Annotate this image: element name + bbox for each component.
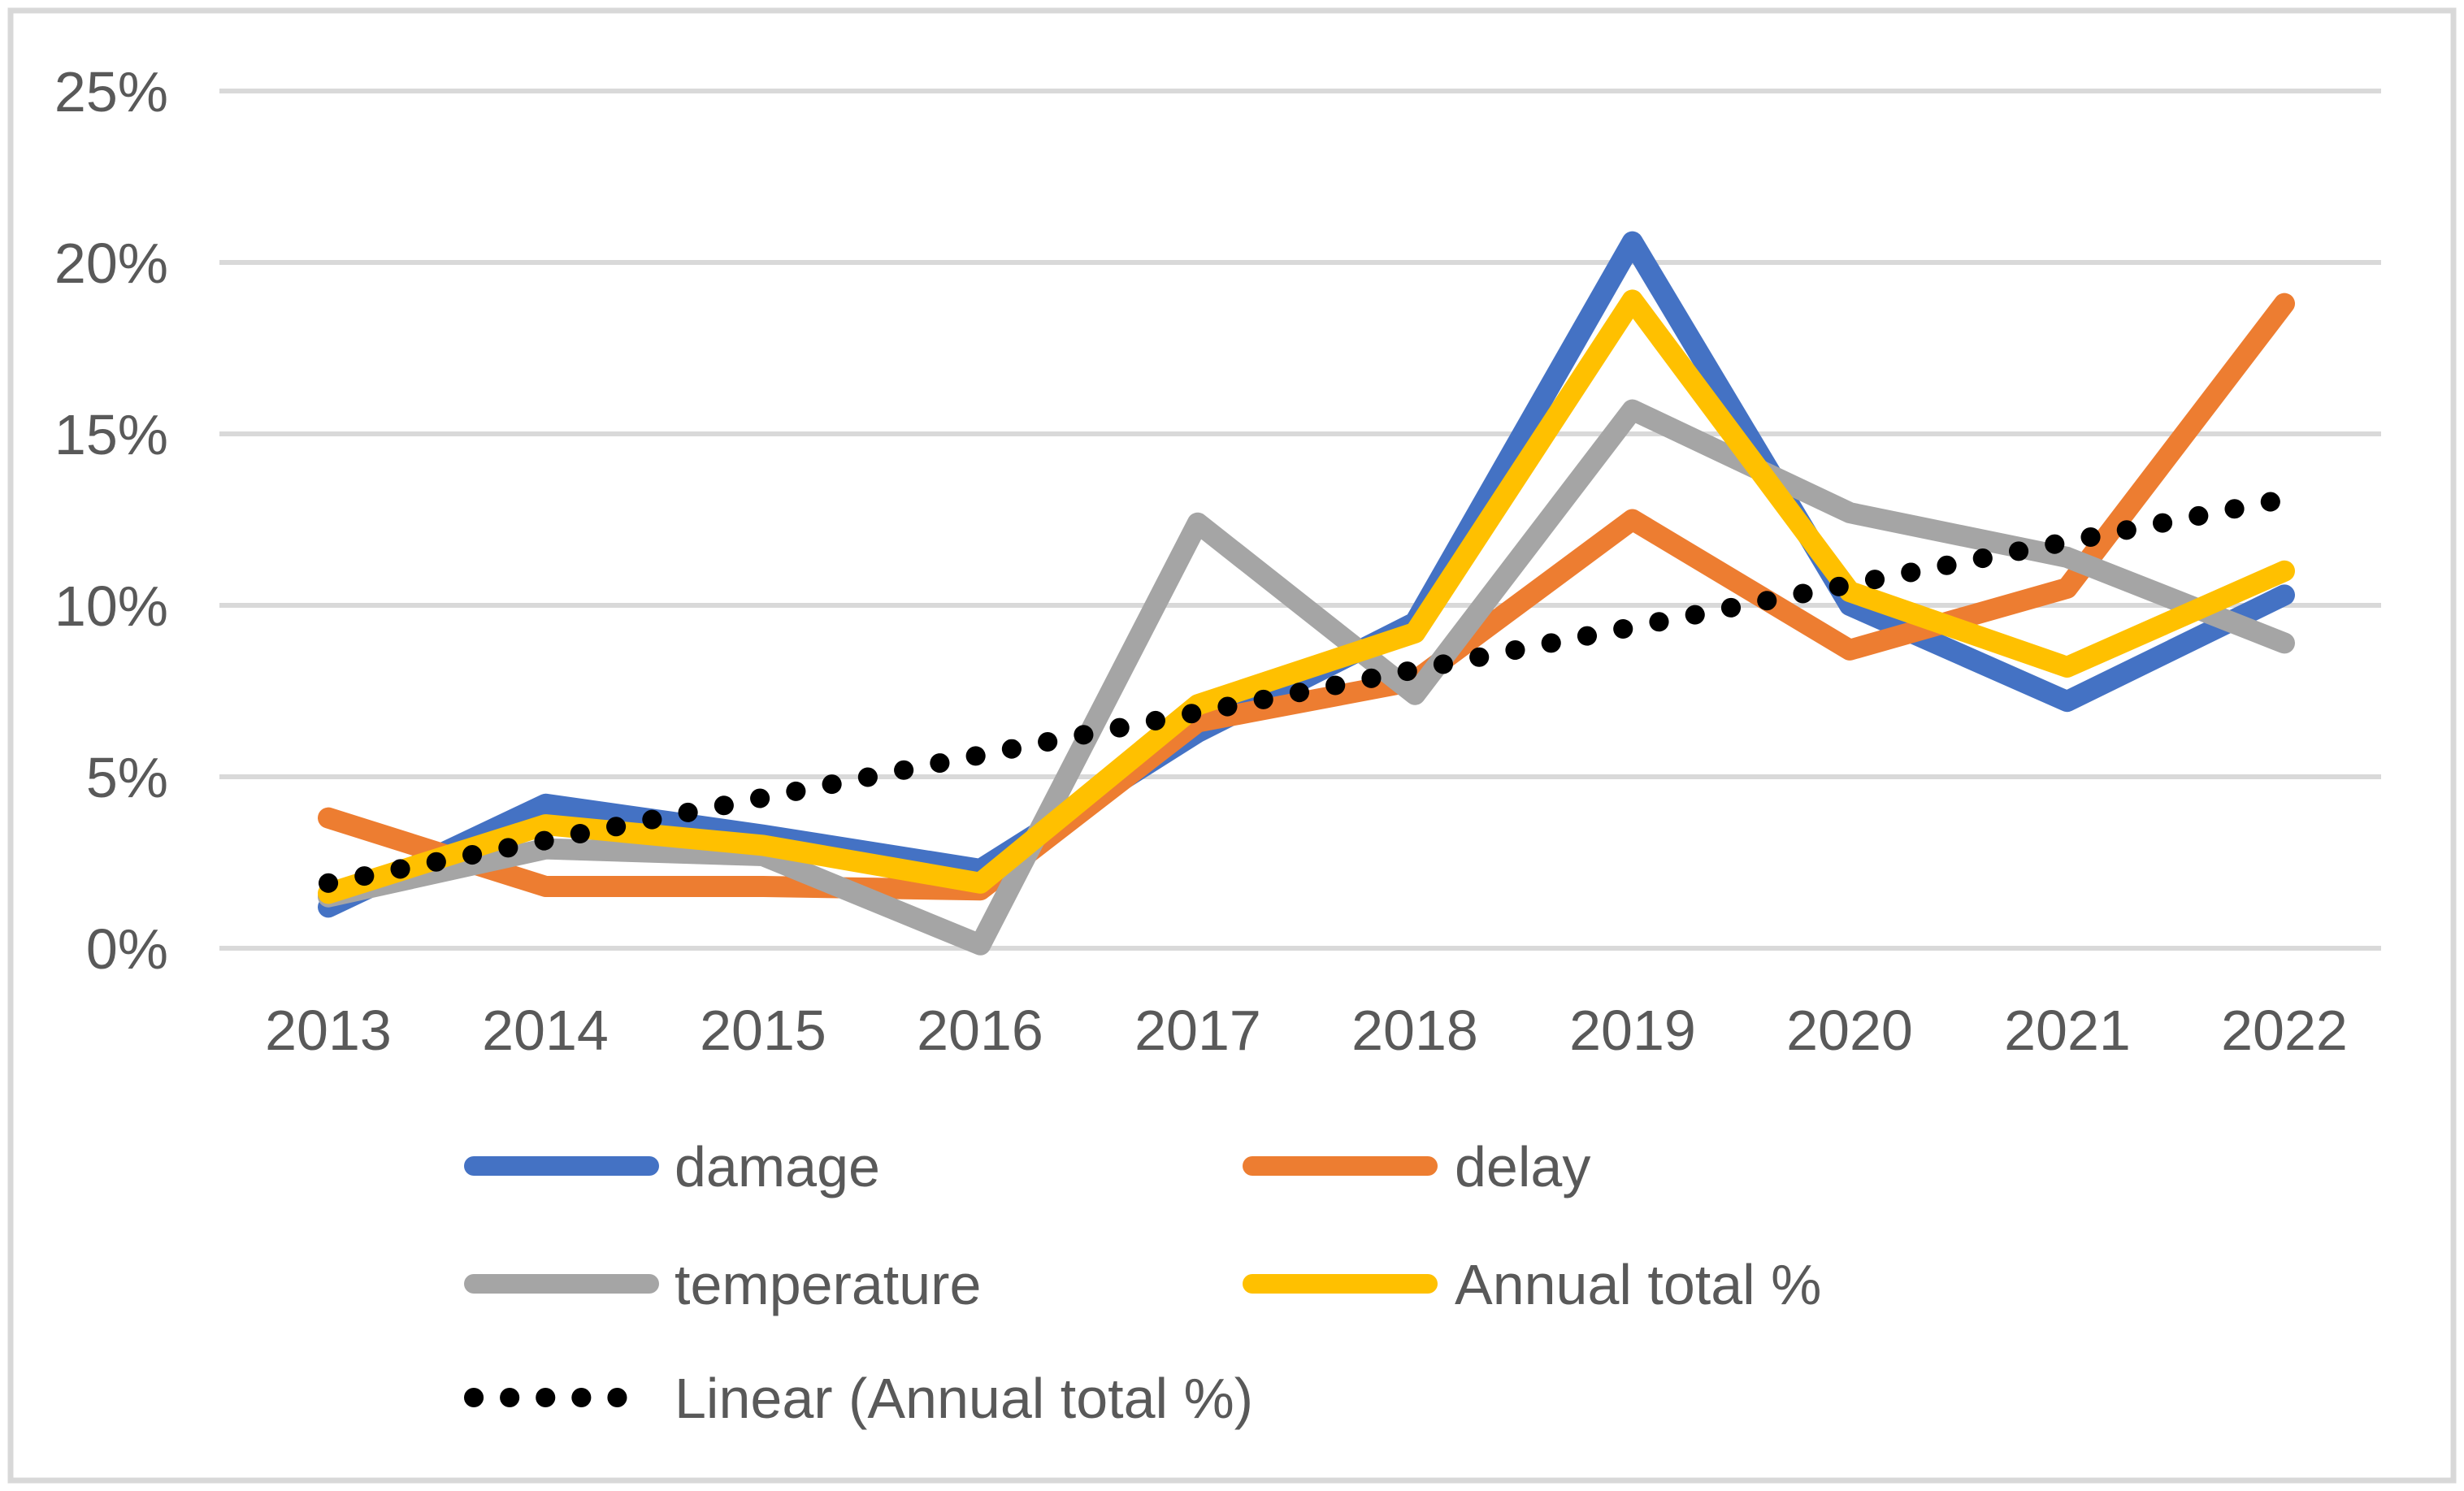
x-tick-2015: 2015 (700, 999, 826, 1062)
x-tick-2020: 2020 (1786, 999, 1913, 1062)
legend-label-damage: damage (675, 1135, 880, 1198)
x-tick-2022: 2022 (2221, 999, 2348, 1062)
y-tick-15: 15% (54, 403, 168, 466)
legend-label-delay: delay (1455, 1135, 1590, 1198)
legend-label-annual-total: Annual total % (1455, 1253, 1821, 1316)
x-tick-2014: 2014 (482, 999, 609, 1062)
y-tick-10: 10% (54, 574, 168, 638)
y-tick-5: 5% (86, 746, 168, 809)
x-tick-2013: 2013 (265, 999, 392, 1062)
x-tick-2018: 2018 (1351, 999, 1478, 1062)
y-tick-0: 0% (86, 917, 168, 981)
y-tick-25: 25% (54, 60, 168, 124)
legend-item-temperature: temperature (464, 1253, 981, 1316)
series-line-temperature (318, 399, 2295, 956)
legend-item-delay: delay (1243, 1135, 1590, 1198)
legend-item-annual-total: Annual total % (1243, 1253, 1821, 1316)
legend: damage delay temperature Annual total % … (464, 1135, 1821, 1430)
x-tick-2019: 2019 (1569, 999, 1696, 1062)
legend-label-temperature: temperature (675, 1253, 981, 1316)
series-line-annual-total- (318, 289, 2295, 904)
legend-label-linear-trend: Linear (Annual total %) (675, 1367, 1253, 1430)
y-axis-labels: 0% 5% 10% 15% 20% 25% (54, 60, 168, 981)
linear-trendline (319, 489, 2294, 893)
x-tick-2021: 2021 (2004, 999, 2131, 1062)
series-line-damage (318, 231, 2295, 918)
x-tick-2016: 2016 (917, 999, 1043, 1062)
y-tick-20: 20% (54, 232, 168, 295)
series-lines (318, 231, 2295, 956)
legend-item-damage: damage (464, 1135, 880, 1198)
legend-item-linear-trend: Linear (Annual total %) (464, 1367, 1253, 1430)
trendline (319, 489, 2294, 893)
x-axis-labels: 2013 2014 2015 2016 2017 2018 2019 2020 … (265, 999, 2348, 1062)
x-tick-2017: 2017 (1134, 999, 1261, 1062)
chart-outer-border (7, 7, 2457, 1484)
